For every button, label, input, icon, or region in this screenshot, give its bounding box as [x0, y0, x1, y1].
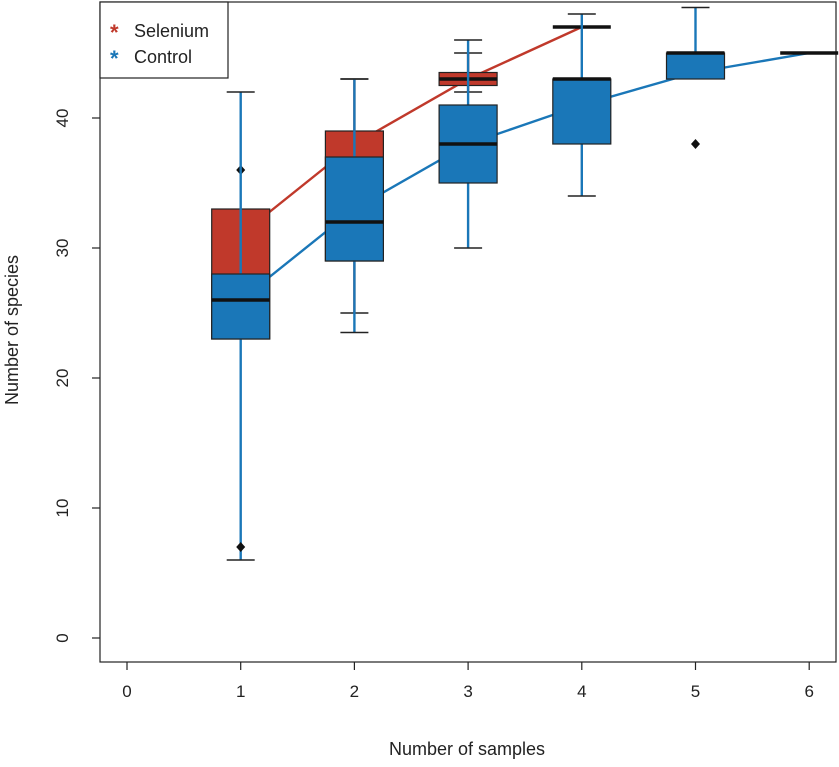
x-tick-label-1: 1 — [236, 682, 245, 701]
control-box-5-outlier-0 — [691, 139, 700, 149]
y-tick-label-30: 30 — [53, 239, 72, 258]
x-tick-label-6: 6 — [804, 682, 813, 701]
selenium-accumulation-curve — [239, 25, 583, 236]
control-box-5-body — [665, 52, 726, 80]
x-axis-label: Number of samples — [389, 739, 545, 759]
legend-box — [99, 1, 229, 79]
y-axis-label: Number of species — [2, 255, 22, 405]
y-tick-label-10: 10 — [53, 499, 72, 518]
y-tick-label-0: 0 — [53, 633, 72, 642]
legend-marker-selenium: * — [110, 20, 119, 45]
x-tick-label-0: 0 — [122, 682, 131, 701]
y-tick-label-40: 40 — [53, 109, 72, 128]
x-tick-label-2: 2 — [350, 682, 359, 701]
control-box-1-body — [211, 273, 271, 340]
control-box-2-body — [324, 156, 384, 262]
x-tick-label-4: 4 — [577, 682, 586, 701]
legend: * Selenium * Control — [99, 1, 229, 79]
legend-marker-control: * — [110, 46, 119, 71]
control-box-1-outlier-0 — [236, 542, 246, 552]
y-tick-label-20: 20 — [53, 369, 72, 388]
x-tick-label-3: 3 — [463, 682, 472, 701]
x-tick-label-5: 5 — [691, 682, 700, 701]
plot-area: 0 1 2 3 4 5 6 0 10 20 30 40 — [53, 1, 839, 701]
control-box-4-body — [552, 78, 612, 145]
legend-label-selenium: Selenium — [134, 21, 209, 41]
legend-label-control: Control — [134, 47, 192, 67]
